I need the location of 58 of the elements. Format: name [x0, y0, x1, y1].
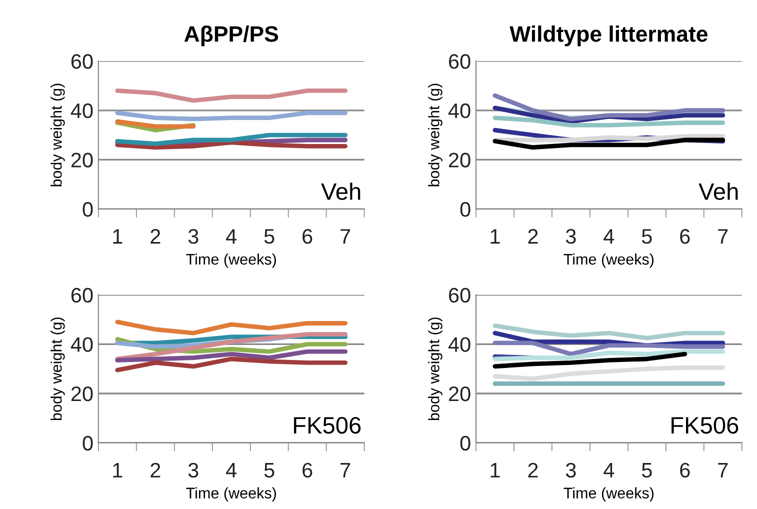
x-tick-label: 1 [490, 463, 500, 478]
x-tick-label: 1 [113, 463, 122, 478]
x-tick-label: 3 [188, 229, 198, 244]
y-axis-title: body weight (g) [428, 318, 442, 420]
y-axis-title: body weight (g) [50, 318, 65, 420]
x-axis-title: Time (weeks) [186, 253, 276, 268]
x-tick-label: 6 [302, 229, 312, 244]
x-tick-label: 2 [528, 462, 538, 478]
x-tick-label: 2 [150, 462, 160, 478]
y-tick-label: 40 [70, 337, 93, 352]
x-tick-label: 7 [340, 229, 350, 244]
x-tick-label: 7 [718, 229, 728, 244]
chart-title: Wildtype littermate [510, 26, 708, 46]
y-tick-label: 0 [82, 202, 93, 217]
annotation: Veh [321, 182, 360, 200]
y-tick-label: 40 [70, 103, 93, 118]
y-tick-label: 20 [71, 386, 93, 402]
x-axis-title: Time (weeks) [564, 253, 654, 268]
x-tick-label: 7 [340, 463, 350, 478]
x-tick-label: 4 [226, 229, 237, 244]
x-tick-label: 2 [150, 229, 160, 244]
x-tick-label: 4 [226, 463, 237, 478]
x-tick-label: 1 [113, 229, 122, 244]
y-tick-label: 60 [71, 288, 93, 303]
y-axis-title: body weight (g) [50, 84, 65, 186]
y-tick-label: 20 [448, 152, 470, 168]
x-tick-label: 3 [566, 229, 576, 244]
annotation: FK506 [672, 417, 738, 434]
x-tick-label: 6 [302, 462, 312, 478]
y-tick-label: 0 [82, 436, 93, 451]
x-tick-label: 1 [490, 229, 500, 244]
chart-title: AβPP/PS [184, 26, 278, 46]
y-tick-label: 0 [460, 436, 470, 451]
y-axis-title: body weight (g) [428, 84, 442, 186]
x-tick-label: 6 [680, 462, 690, 478]
x-tick-label: 5 [642, 463, 652, 478]
y-tick-label: 20 [448, 386, 470, 402]
x-tick-label: 3 [188, 462, 198, 478]
y-tick-label: 20 [71, 152, 93, 168]
x-tick-label: 3 [566, 462, 576, 478]
y-tick-label: 60 [449, 288, 470, 303]
y-tick-label: 40 [448, 103, 470, 118]
x-axis-title: Time (weeks) [564, 487, 654, 502]
y-tick-label: 60 [449, 54, 470, 69]
x-tick-label: 7 [718, 463, 728, 478]
x-axis-title: Time (weeks) [186, 487, 276, 502]
x-tick-label: 2 [528, 229, 538, 244]
annotation: FK506 [294, 417, 361, 434]
y-tick-label: 60 [71, 54, 93, 69]
x-tick-label: 4 [604, 229, 614, 244]
x-tick-label: 5 [642, 229, 652, 244]
x-tick-label: 6 [680, 229, 690, 244]
annotation: Veh [698, 182, 738, 200]
y-tick-label: 40 [448, 337, 470, 352]
x-tick-label: 5 [264, 463, 274, 478]
x-tick-label: 5 [264, 229, 274, 244]
x-tick-label: 4 [604, 463, 614, 478]
y-tick-label: 0 [460, 202, 470, 217]
